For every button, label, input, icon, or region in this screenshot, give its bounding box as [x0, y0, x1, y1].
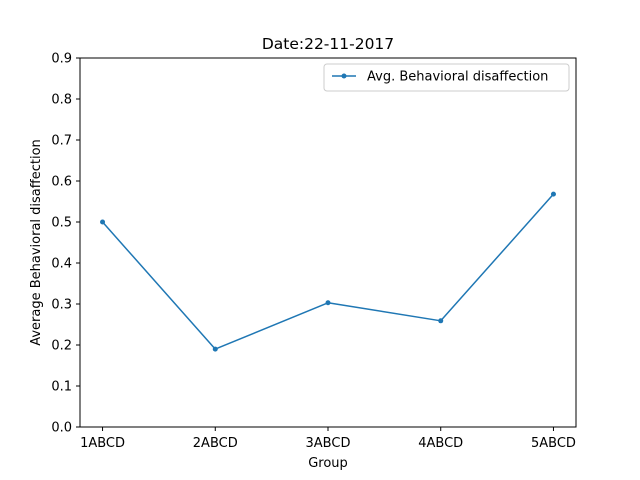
- x-tick-label: 5ABCD: [531, 436, 576, 451]
- legend-marker-swatch: [341, 73, 347, 79]
- x-axis-title: Group: [308, 456, 348, 471]
- y-tick-label: 0.6: [51, 175, 72, 190]
- x-tick-label: 4ABCD: [418, 436, 463, 451]
- data-point: [212, 346, 218, 352]
- x-tick-label: 2ABCD: [193, 436, 238, 451]
- y-axis-title: Average Behavioral disaffection: [29, 139, 44, 346]
- y-tick-label: 0.2: [51, 339, 72, 354]
- y-tick-label: 0.4: [51, 257, 72, 272]
- y-tick-label: 0.3: [51, 298, 72, 313]
- y-axis: 0.0 0.1 0.2 0.3 0.4 0.5 0.6 0.7 0.8 0.9: [51, 52, 80, 436]
- chart-title: Date:22-11-2017: [262, 35, 394, 53]
- legend: Avg. Behavioral disaffection: [323, 63, 570, 92]
- data-point: [100, 219, 106, 225]
- plot-area: [100, 191, 556, 352]
- y-tick-label: 0.5: [51, 216, 72, 231]
- y-tick-label: 0.0: [51, 421, 72, 436]
- y-tick-label: 0.8: [51, 93, 72, 108]
- data-point: [325, 300, 331, 306]
- x-axis: 1ABCD 2ABCD 3ABCD 4ABCD 5ABCD: [80, 427, 576, 451]
- x-tick-label: 1ABCD: [80, 436, 125, 451]
- x-tick-label: 3ABCD: [306, 436, 351, 451]
- y-tick-label: 0.9: [51, 52, 72, 67]
- data-point: [550, 191, 556, 197]
- y-tick-label: 0.1: [51, 380, 72, 395]
- legend-label: Avg. Behavioral disaffection: [367, 70, 548, 85]
- y-tick-label: 0.7: [51, 134, 72, 149]
- data-point: [438, 318, 444, 324]
- legend-box: [323, 63, 570, 92]
